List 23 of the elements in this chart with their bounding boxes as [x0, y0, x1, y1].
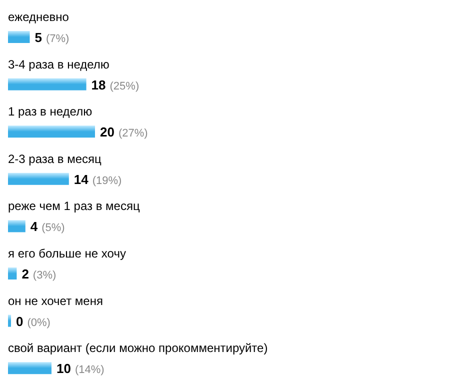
- y-tick-label: ежедневно: [8, 10, 70, 24]
- data-label: 4 (5%): [30, 219, 65, 234]
- y-tick-label: я его больше не хочу: [8, 246, 126, 260]
- data-label: 5 (7%): [34, 30, 70, 45]
- y-tick-label: он не хочет меня: [8, 294, 103, 308]
- bar: [8, 172, 69, 185]
- data-label: 20 (27%): [100, 124, 148, 140]
- bar: [8, 268, 17, 280]
- y-tick-label: 1 раз в неделю: [8, 104, 92, 119]
- bar: [8, 362, 52, 374]
- bar: [8, 31, 30, 43]
- bar: [8, 78, 86, 90]
- data-label: 14 (19%): [74, 172, 122, 187]
- bar: [8, 220, 26, 232]
- data-label: 10 (14%): [56, 361, 104, 376]
- data-label: 18 (25%): [91, 77, 140, 92]
- y-tick-label: 2-3 раза в месяц: [8, 152, 102, 166]
- data-label: 0 (0%): [16, 314, 50, 329]
- bar: [8, 126, 95, 138]
- data-label: 2 (3%): [22, 266, 56, 282]
- y-tick-label: реже чем 1 раз в месяц: [8, 199, 140, 214]
- y-tick-label: 3-4 раза в неделю: [8, 57, 110, 72]
- y-tick-label: свой вариант (если можно прокомментируйте): [8, 341, 268, 356]
